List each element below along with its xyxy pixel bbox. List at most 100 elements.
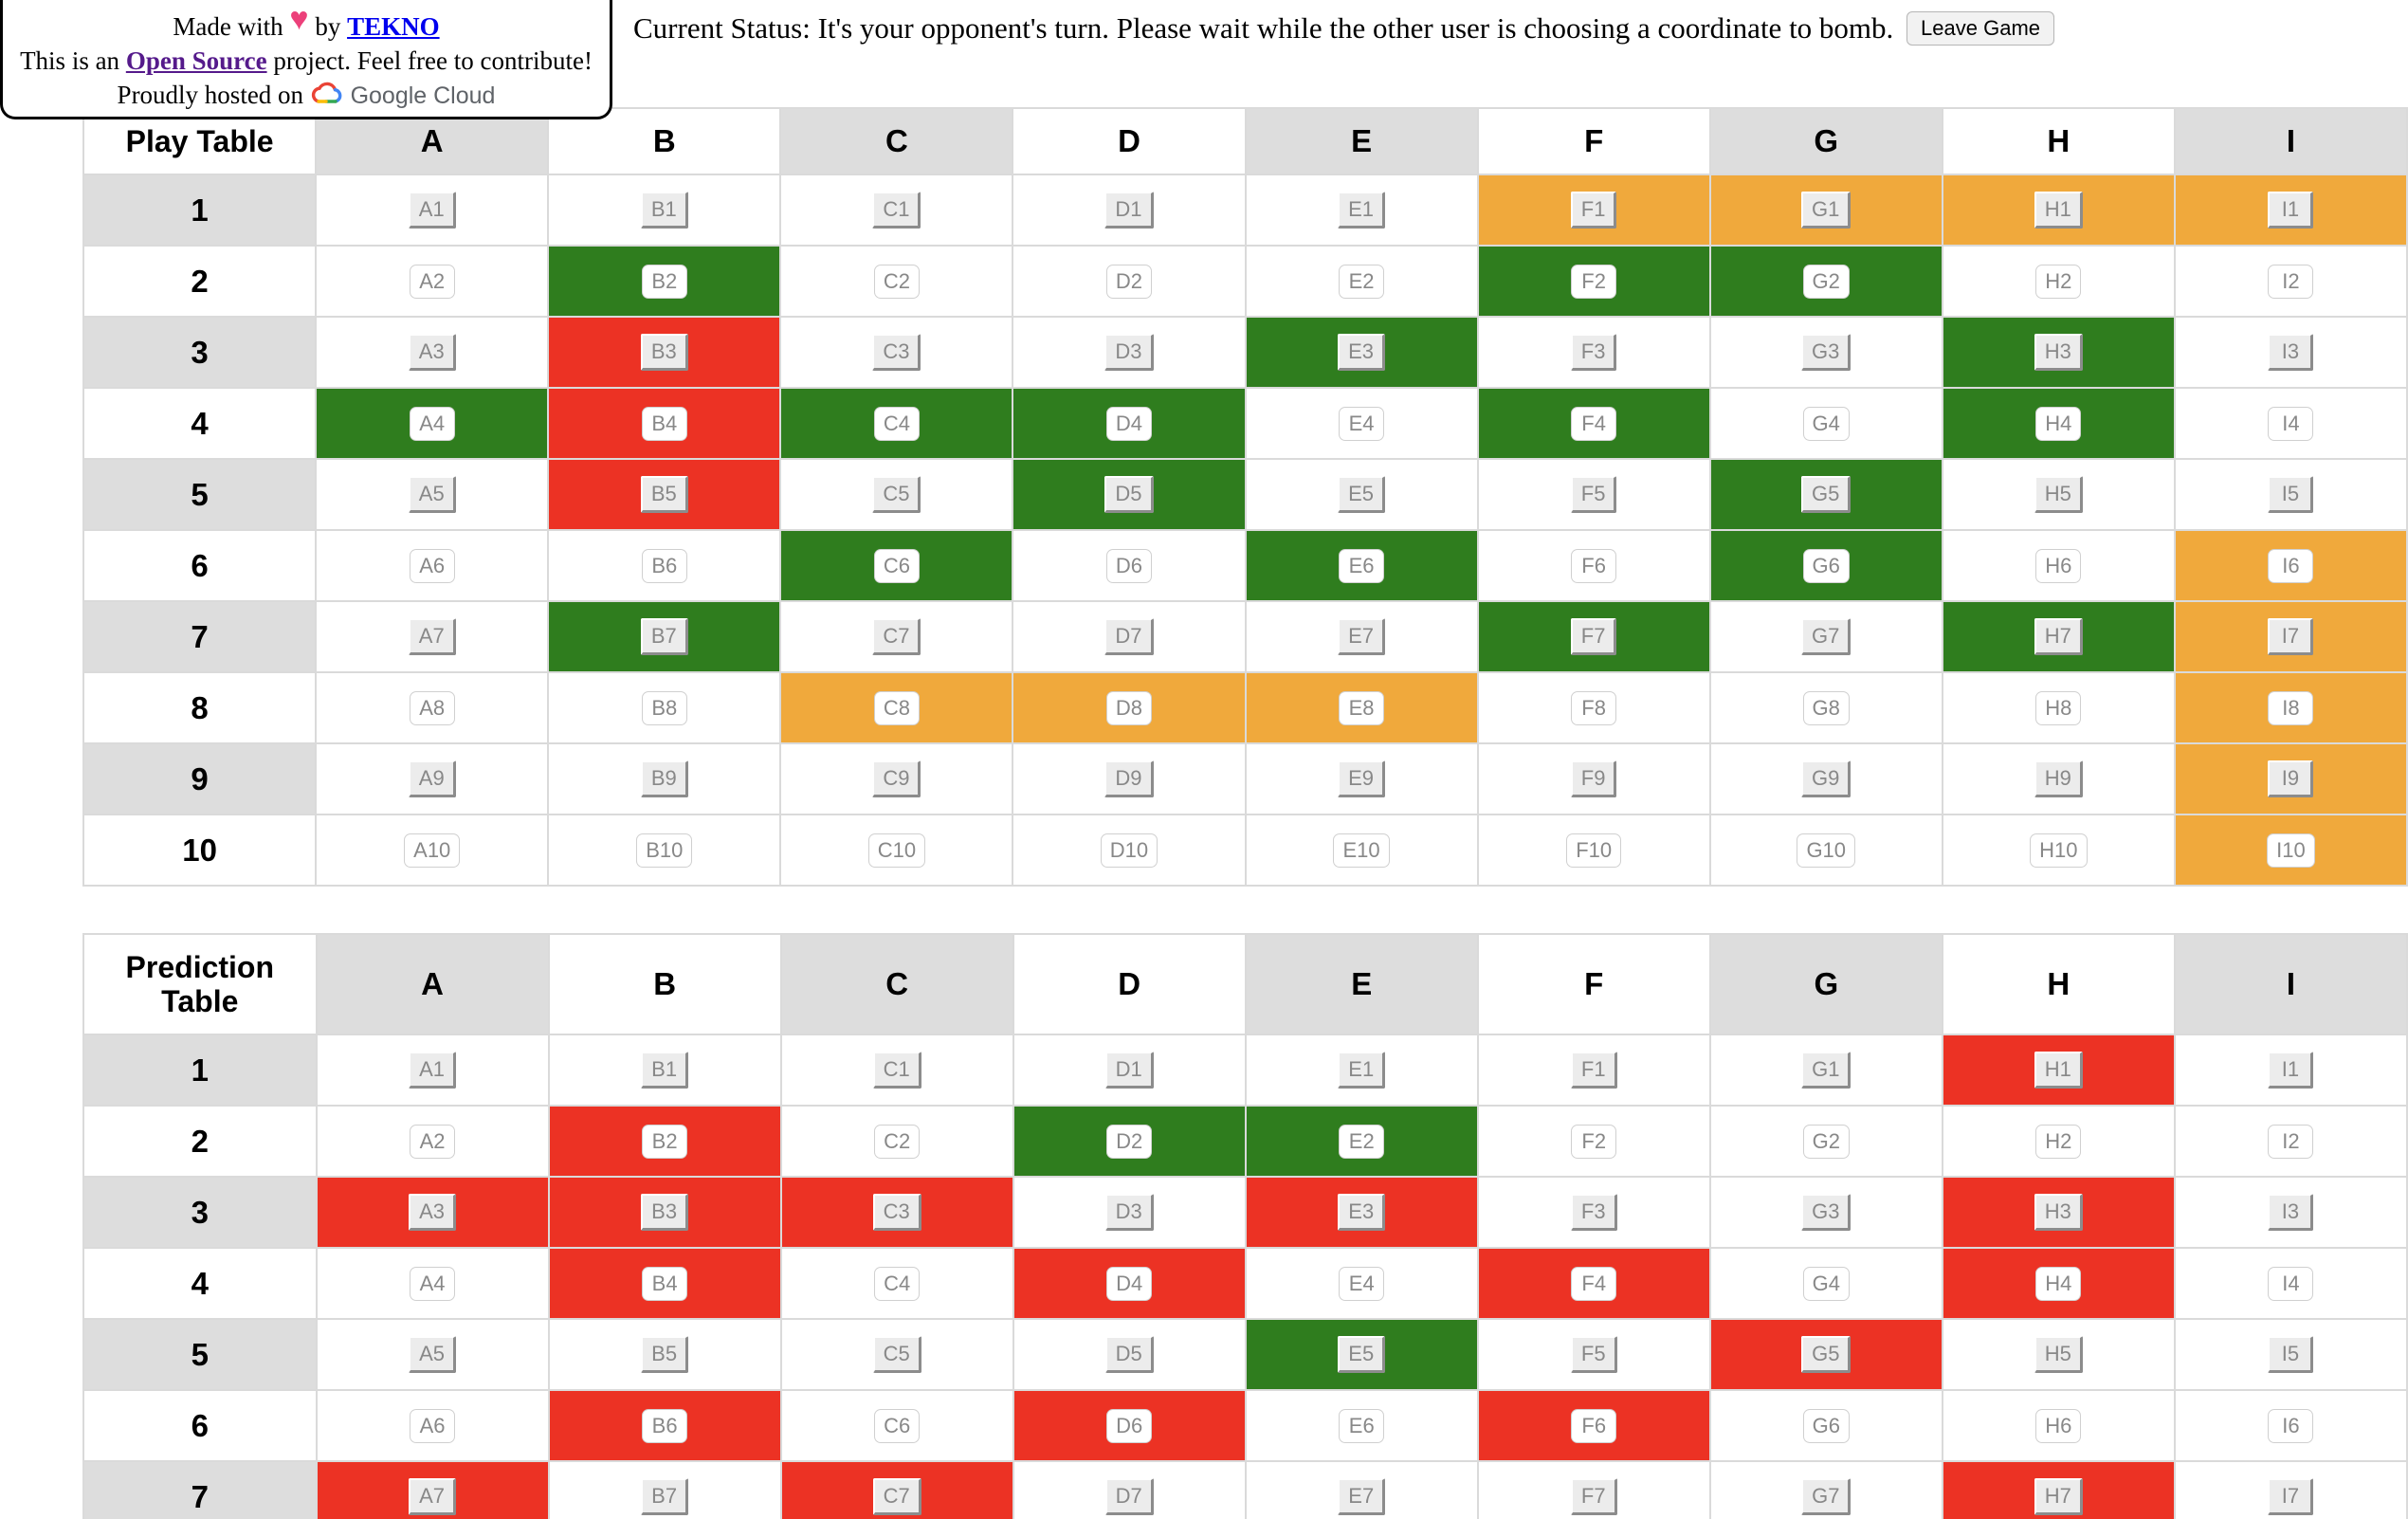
play-coordinate-button[interactable]: A1 bbox=[408, 192, 456, 229]
prediction-coordinate-button[interactable]: A7 bbox=[409, 1478, 457, 1515]
prediction-coordinate-button[interactable]: G1 bbox=[1801, 1052, 1852, 1089]
play-coordinate-button[interactable]: D8 bbox=[1105, 690, 1153, 725]
prediction-coordinate-button[interactable]: H5 bbox=[2034, 1336, 2083, 1373]
play-coordinate-button[interactable]: C10 bbox=[867, 833, 926, 868]
play-coordinate-button[interactable]: F4 bbox=[1571, 406, 1617, 441]
prediction-coordinate-button[interactable]: C4 bbox=[874, 1266, 921, 1301]
prediction-coordinate-button[interactable]: G4 bbox=[1802, 1266, 1850, 1301]
play-coordinate-button[interactable]: B2 bbox=[641, 264, 687, 299]
play-coordinate-button[interactable]: F10 bbox=[1566, 833, 1622, 868]
play-coordinate-button[interactable]: H2 bbox=[2035, 264, 2082, 299]
play-coordinate-button[interactable]: B4 bbox=[641, 406, 687, 441]
prediction-coordinate-button[interactable]: H3 bbox=[2034, 1194, 2083, 1231]
play-coordinate-button[interactable]: F9 bbox=[1570, 760, 1617, 797]
play-coordinate-button[interactable]: G9 bbox=[1801, 760, 1852, 797]
prediction-coordinate-button[interactable]: I5 bbox=[2268, 1336, 2314, 1373]
play-coordinate-button[interactable]: B6 bbox=[641, 548, 687, 583]
prediction-coordinate-button[interactable]: A6 bbox=[410, 1408, 456, 1443]
prediction-coordinate-button[interactable]: D4 bbox=[1106, 1266, 1153, 1301]
play-coordinate-button[interactable]: E6 bbox=[1339, 548, 1385, 583]
play-coordinate-button[interactable]: A10 bbox=[404, 833, 461, 868]
play-coordinate-button[interactable]: E9 bbox=[1338, 760, 1386, 797]
play-coordinate-button[interactable]: H1 bbox=[2034, 192, 2083, 229]
prediction-coordinate-button[interactable]: E4 bbox=[1339, 1266, 1385, 1301]
play-coordinate-button[interactable]: C3 bbox=[872, 334, 921, 371]
prediction-coordinate-button[interactable]: B1 bbox=[641, 1052, 689, 1089]
play-coordinate-button[interactable]: C6 bbox=[873, 548, 920, 583]
play-coordinate-button[interactable]: H6 bbox=[2035, 548, 2082, 583]
play-coordinate-button[interactable]: D6 bbox=[1105, 548, 1153, 583]
prediction-coordinate-button[interactable]: C7 bbox=[872, 1478, 921, 1515]
prediction-coordinate-button[interactable]: H1 bbox=[2034, 1052, 2083, 1089]
play-coordinate-button[interactable]: E7 bbox=[1338, 618, 1386, 655]
prediction-coordinate-button[interactable]: D2 bbox=[1106, 1124, 1153, 1159]
prediction-coordinate-button[interactable]: B4 bbox=[642, 1266, 688, 1301]
play-coordinate-button[interactable]: G8 bbox=[1802, 690, 1850, 725]
prediction-coordinate-button[interactable]: G3 bbox=[1801, 1194, 1852, 1231]
prediction-coordinate-button[interactable]: C1 bbox=[872, 1052, 921, 1089]
play-coordinate-button[interactable]: I10 bbox=[2267, 833, 2315, 868]
prediction-coordinate-button[interactable]: E6 bbox=[1339, 1408, 1385, 1443]
prediction-coordinate-button[interactable]: I1 bbox=[2268, 1052, 2314, 1089]
play-coordinate-button[interactable]: D3 bbox=[1104, 334, 1154, 371]
play-coordinate-button[interactable]: H7 bbox=[2034, 618, 2083, 655]
play-coordinate-button[interactable]: H4 bbox=[2035, 406, 2082, 441]
play-coordinate-button[interactable]: F1 bbox=[1570, 192, 1617, 229]
play-coordinate-button[interactable]: A6 bbox=[409, 548, 455, 583]
prediction-coordinate-button[interactable]: F3 bbox=[1570, 1194, 1617, 1231]
play-coordinate-button[interactable]: B5 bbox=[640, 476, 688, 513]
prediction-coordinate-button[interactable]: E3 bbox=[1338, 1194, 1386, 1231]
prediction-coordinate-button[interactable]: F7 bbox=[1570, 1478, 1617, 1515]
play-coordinate-button[interactable]: H10 bbox=[2030, 833, 2088, 868]
prediction-coordinate-button[interactable]: I7 bbox=[2268, 1478, 2314, 1515]
prediction-coordinate-button[interactable]: G6 bbox=[1802, 1408, 1850, 1443]
prediction-coordinate-button[interactable]: D7 bbox=[1104, 1478, 1154, 1515]
play-coordinate-button[interactable]: G4 bbox=[1802, 406, 1850, 441]
prediction-coordinate-button[interactable]: I3 bbox=[2268, 1194, 2314, 1231]
play-coordinate-button[interactable]: F2 bbox=[1571, 264, 1617, 299]
play-coordinate-button[interactable]: F7 bbox=[1570, 618, 1617, 655]
prediction-coordinate-button[interactable]: B2 bbox=[642, 1124, 688, 1159]
play-coordinate-button[interactable]: E10 bbox=[1333, 833, 1390, 868]
play-coordinate-button[interactable]: D4 bbox=[1105, 406, 1153, 441]
prediction-coordinate-button[interactable]: C3 bbox=[872, 1194, 921, 1231]
prediction-coordinate-button[interactable]: I4 bbox=[2268, 1266, 2314, 1301]
prediction-coordinate-button[interactable]: A4 bbox=[410, 1266, 456, 1301]
play-coordinate-button[interactable]: A4 bbox=[409, 406, 455, 441]
play-coordinate-button[interactable]: I6 bbox=[2268, 548, 2314, 583]
prediction-coordinate-button[interactable]: C2 bbox=[874, 1124, 921, 1159]
play-coordinate-button[interactable]: E8 bbox=[1339, 690, 1385, 725]
play-coordinate-button[interactable]: A8 bbox=[409, 690, 455, 725]
play-coordinate-button[interactable]: B9 bbox=[640, 760, 688, 797]
play-coordinate-button[interactable]: I5 bbox=[2268, 476, 2314, 513]
open-source-link[interactable]: Open Source bbox=[125, 46, 267, 75]
play-coordinate-button[interactable]: D9 bbox=[1104, 760, 1154, 797]
play-coordinate-button[interactable]: D10 bbox=[1100, 833, 1158, 868]
play-coordinate-button[interactable]: A5 bbox=[408, 476, 456, 513]
play-coordinate-button[interactable]: A3 bbox=[408, 334, 456, 371]
play-coordinate-button[interactable]: E1 bbox=[1338, 192, 1386, 229]
prediction-coordinate-button[interactable]: D5 bbox=[1104, 1336, 1154, 1373]
play-coordinate-button[interactable]: H8 bbox=[2035, 690, 2082, 725]
prediction-coordinate-button[interactable]: D3 bbox=[1104, 1194, 1154, 1231]
play-coordinate-button[interactable]: I2 bbox=[2268, 264, 2314, 299]
play-coordinate-button[interactable]: F5 bbox=[1570, 476, 1617, 513]
play-coordinate-button[interactable]: B8 bbox=[641, 690, 687, 725]
prediction-coordinate-button[interactable]: F1 bbox=[1570, 1052, 1617, 1089]
play-coordinate-button[interactable]: C7 bbox=[872, 618, 921, 655]
play-coordinate-button[interactable]: I4 bbox=[2268, 406, 2314, 441]
play-coordinate-button[interactable]: G1 bbox=[1801, 192, 1852, 229]
play-coordinate-button[interactable]: H9 bbox=[2034, 760, 2083, 797]
prediction-coordinate-button[interactable]: B5 bbox=[641, 1336, 689, 1373]
play-coordinate-button[interactable]: F6 bbox=[1571, 548, 1617, 583]
prediction-coordinate-button[interactable]: F2 bbox=[1571, 1124, 1617, 1159]
play-coordinate-button[interactable]: A9 bbox=[408, 760, 456, 797]
prediction-coordinate-button[interactable]: A2 bbox=[410, 1124, 456, 1159]
prediction-coordinate-button[interactable]: I6 bbox=[2268, 1408, 2314, 1443]
play-coordinate-button[interactable]: C9 bbox=[872, 760, 921, 797]
play-coordinate-button[interactable]: C2 bbox=[873, 264, 920, 299]
play-coordinate-button[interactable]: B10 bbox=[636, 833, 693, 868]
play-coordinate-button[interactable]: G3 bbox=[1801, 334, 1852, 371]
prediction-coordinate-button[interactable]: C5 bbox=[872, 1336, 921, 1373]
play-coordinate-button[interactable]: E5 bbox=[1338, 476, 1386, 513]
